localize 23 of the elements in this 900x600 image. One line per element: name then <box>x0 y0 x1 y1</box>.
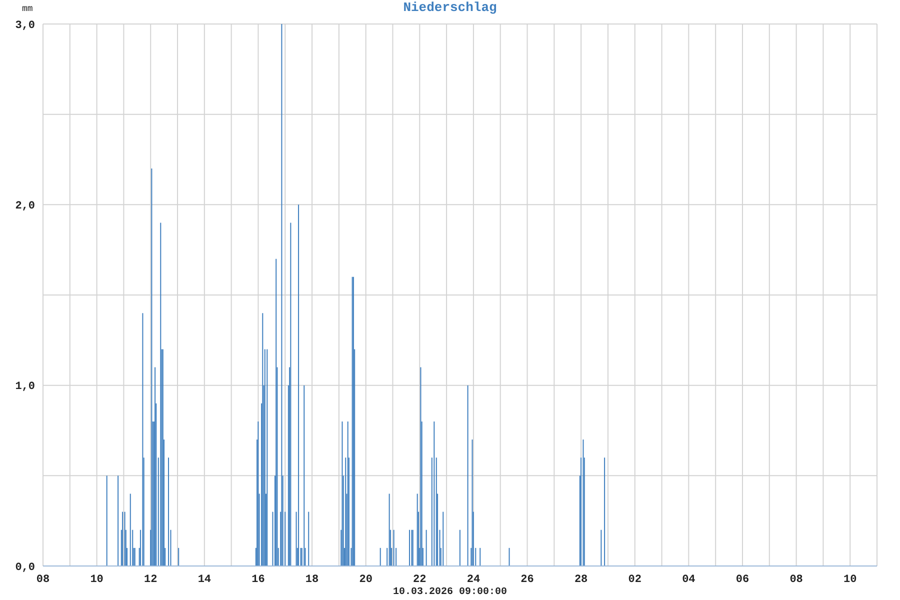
y-tick-label: 3,0 <box>15 20 35 32</box>
x-tick-label: 20 <box>359 574 372 586</box>
x-tick-label: 08 <box>36 574 50 586</box>
chart-title: Niederschlag <box>403 0 497 15</box>
y-tick-label: 0,0 <box>15 562 35 574</box>
x-tick-label: 10 <box>90 574 104 586</box>
x-tick-label: 04 <box>682 574 696 586</box>
y-tick-label: 2,0 <box>15 200 35 213</box>
x-tick-label: 22 <box>413 574 426 586</box>
x-tick-label: 16 <box>252 574 265 586</box>
x-tick-label: 26 <box>520 574 534 586</box>
x-tick-label: 02 <box>628 574 642 586</box>
y-tick-label: 1,0 <box>15 381 35 394</box>
x-tick-label: 08 <box>790 574 804 586</box>
x-axis-title: 10.03.2026 09:00:00 <box>392 587 508 598</box>
x-tick-label: 14 <box>198 574 212 586</box>
x-tick-label: 10 <box>843 574 857 586</box>
x-tick-label: 18 <box>305 574 320 586</box>
x-tick-label: 06 <box>736 574 750 586</box>
x-tick-label: 24 <box>466 574 480 586</box>
x-tick-label: 12 <box>144 574 158 586</box>
y-axis-title: mm <box>22 4 33 14</box>
x-tick-label: 28 <box>574 574 588 586</box>
